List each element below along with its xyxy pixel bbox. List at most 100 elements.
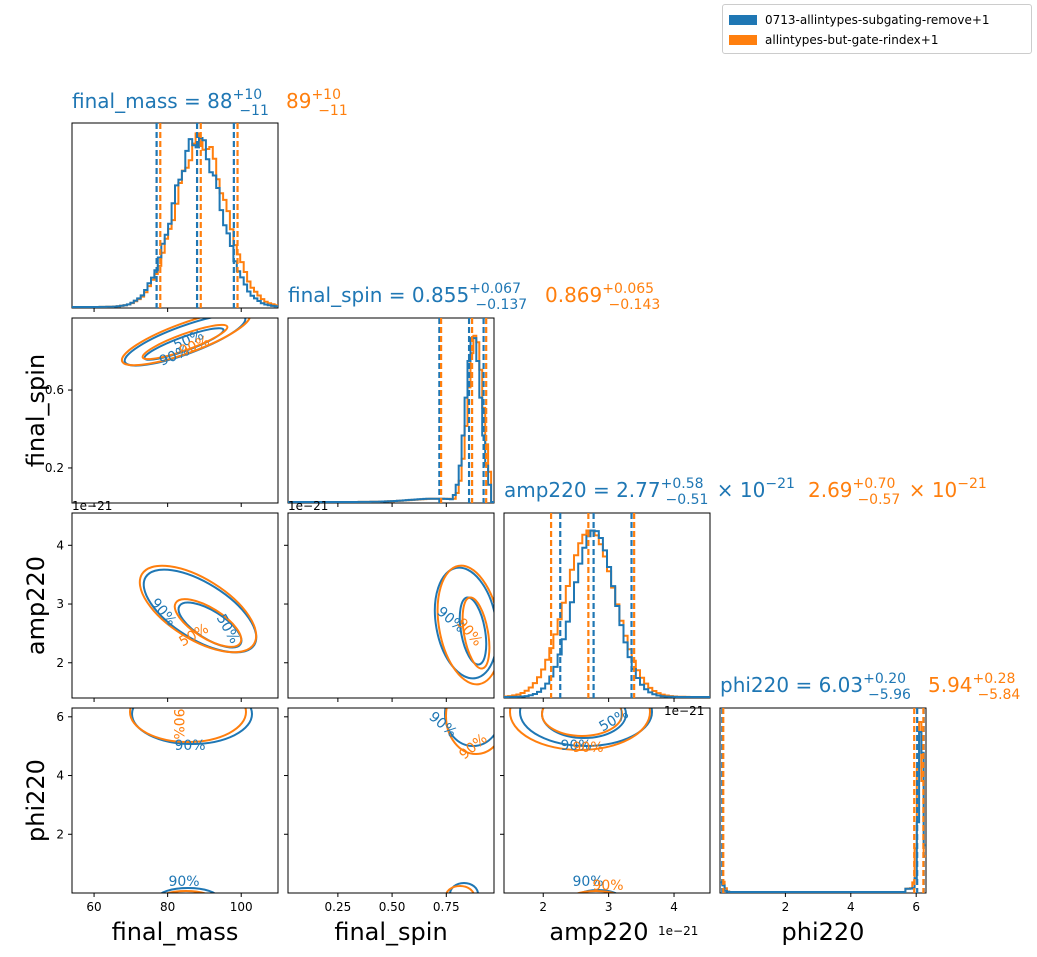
marginal-panel-phi220: [719, 707, 927, 894]
panel-frame: [503, 512, 711, 699]
contour-90-blue: [519, 708, 653, 747]
marginal-panel-final_mass: [71, 122, 279, 309]
histogram-final_mass-series-0: [72, 137, 278, 308]
marginal-panel-final_spin: [287, 317, 495, 504]
x-tick-label: 6: [912, 900, 920, 914]
contour-50-orange: [173, 598, 243, 648]
panel-title: amp220 = 2.77+0.58 −0.51 × 10−21: [504, 476, 795, 508]
contour-90-orange-bottom: [445, 885, 475, 893]
legend-entry: 0713-allintypes-subgating-remove+1: [729, 12, 990, 28]
x-tick-label: 2: [539, 900, 547, 914]
x-tick-label: 4: [670, 900, 678, 914]
contour-label: 90%: [456, 731, 490, 763]
histogram-phi220-series-0: [720, 731, 926, 893]
legend-entry: allintypes-but-gate-rindex+1: [729, 32, 938, 48]
contour-50-orange: [461, 596, 491, 670]
legend-swatch-blue: [729, 15, 757, 25]
panel-title: 5.94+0.28 −5.84: [928, 671, 1020, 703]
x-tick-label: 0.25: [325, 900, 352, 914]
panel-frame: [503, 707, 711, 894]
offset-text: 1e−21: [72, 499, 112, 513]
panel-frame: [71, 317, 279, 504]
legend: 0713-allintypes-subgating-remove+1 allin…: [722, 4, 1032, 54]
contour-label: 90%: [560, 738, 591, 754]
x-tick-label: 2: [782, 900, 790, 914]
panel-frame: [719, 707, 927, 894]
contour-label: 90%: [174, 738, 205, 754]
x-axis-label: final_spin: [334, 918, 447, 946]
contour-panel-final_spin-vs-amp220: 90%90%: [287, 512, 495, 699]
contour-90-orange: [138, 564, 258, 654]
contour-90-orange: [445, 708, 494, 755]
offset-text: 1e−21: [664, 704, 704, 718]
contour-panel-final_mass-vs-final_spin: 50%90%90%: [71, 317, 279, 504]
contour-label: 90%: [426, 709, 460, 741]
contour-set: 90%90%50%90%90%: [509, 708, 653, 894]
x-tick-label: 3: [605, 900, 613, 914]
panel-frame: [71, 122, 279, 309]
x-tick-label: 80: [160, 900, 175, 914]
contour-label: 90%: [592, 878, 623, 894]
panel-title: 89+10 −11: [286, 87, 348, 119]
contour-panel-final_mass-vs-amp220: 90%50% 50%: [71, 512, 279, 699]
contour-set: 90%50% 50%: [138, 564, 258, 654]
y-axis-label: final_spin: [22, 354, 50, 467]
contour-50-orange: [141, 323, 229, 361]
histogram-final_spin-series-1: [288, 334, 494, 503]
x-tick-label: 0.50: [379, 900, 406, 914]
panel-title: 2.69+0.70 −0.57 × 10−21: [808, 476, 987, 508]
legend-swatch-orange: [729, 35, 757, 45]
x-axis-label: final_mass: [112, 918, 239, 946]
offset-text: 1e−21: [658, 924, 698, 938]
contour-label: 50%: [213, 612, 242, 647]
x-tick-label: 100: [230, 900, 253, 914]
x-tick-label: 4: [847, 900, 855, 914]
contour-panel-final_mass-vs-phi220: 90%90%90%: [71, 707, 279, 894]
contour-label: 90%: [572, 740, 603, 756]
contour-90-orange-bottom: [164, 890, 208, 893]
y-tick-label: 2: [56, 656, 64, 670]
histogram-final_spin-series-0: [288, 337, 494, 503]
panel-title: phi220 = 6.03+0.20 −5.96: [720, 671, 911, 703]
contour-set: 90%90%: [433, 564, 494, 686]
offset-text: 1e−21: [288, 499, 328, 513]
panel-frame: [287, 707, 495, 894]
x-axis-label: amp220: [549, 918, 648, 946]
panel-frame: [287, 512, 495, 699]
contour-set: 90%90%90%: [129, 708, 253, 893]
y-tick-label: 6: [56, 710, 64, 724]
contour-50-orange: [541, 708, 623, 737]
contour-90-orange: [120, 318, 252, 367]
legend-label: allintypes-but-gate-rindex+1: [765, 33, 939, 47]
y-tick-label: 0.2: [45, 461, 64, 475]
panel-title: final_mass = 88+10 −11: [72, 87, 269, 119]
histogram-phi220-series-1: [720, 721, 926, 893]
contour-label: 90%: [572, 874, 603, 890]
contour-90-orange: [129, 708, 247, 743]
panel-frame: [71, 512, 279, 699]
y-tick-label: 0.6: [45, 383, 64, 397]
y-axis-label: amp220: [22, 556, 50, 655]
histogram-final_mass-series-1: [72, 132, 278, 308]
contour-90-blue-bottom: [578, 889, 618, 893]
panel-frame: [71, 707, 279, 894]
contour-label: 90%: [147, 595, 179, 629]
histogram-amp220-series-0: [504, 529, 710, 698]
marginal-panel-amp220: [503, 512, 711, 699]
y-tick-label: 4: [56, 538, 64, 552]
x-tick-label: 60: [86, 900, 101, 914]
contour-90-blue: [433, 566, 494, 680]
panel-title: 0.869+0.065 −0.143: [545, 281, 660, 313]
contour-panel-final_spin-vs-phi220: 90%90%: [287, 707, 495, 894]
contour-set: 50%90%90%: [120, 318, 252, 370]
y-axis-label: phi220: [22, 759, 50, 842]
contour-90-orange: [436, 564, 494, 686]
panel-frame: [287, 317, 495, 504]
contour-50-blue: [458, 596, 488, 666]
contour-label: 90%: [168, 874, 199, 890]
contour-90-blue-bottom: [449, 882, 479, 893]
y-tick-label: 3: [56, 597, 64, 611]
contour-90-orange: [509, 708, 651, 751]
y-tick-label: 2: [56, 827, 64, 841]
